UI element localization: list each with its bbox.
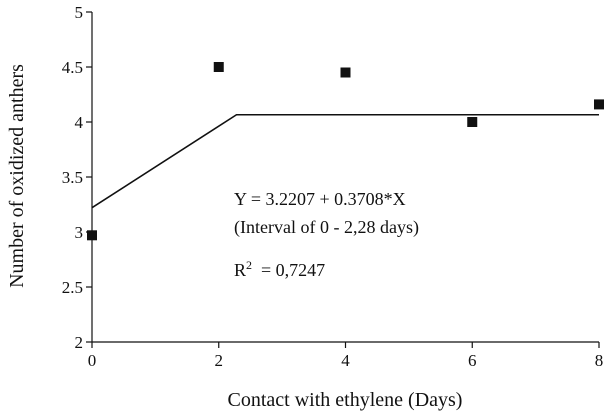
axes	[91, 12, 599, 343]
y-tick-label: 2.5	[62, 278, 83, 297]
y-tick-label: 5	[75, 3, 84, 22]
data-point	[594, 99, 604, 110]
data-point	[340, 67, 351, 78]
r-squared-base: R	[234, 260, 246, 280]
r-squared-annotation: R2 = 0,7247	[234, 258, 325, 280]
r-squared-value: = 0,7247	[252, 260, 325, 280]
y-tick-label: 2	[75, 333, 84, 352]
x-tick-label: 2	[215, 351, 224, 370]
x-axis-title: Contact with ethylene (Days)	[228, 389, 463, 411]
equation-annotation: Y = 3.2207 + 0.3708*X	[234, 189, 406, 209]
data-point	[213, 62, 224, 72]
data-point	[87, 230, 97, 241]
x-tick-label: 8	[595, 351, 604, 370]
y-tick-label: 3	[75, 223, 84, 242]
regression-line	[91, 113, 599, 209]
r-squared-exponent: 2	[246, 258, 252, 272]
regression-line-group	[91, 113, 599, 209]
data-points	[87, 62, 604, 241]
y-tick-label: 4	[75, 113, 84, 132]
ticks: 22.533.544.550 2 4 6 8	[62, 3, 604, 370]
y-axis-title: Number of oxidized anthers	[6, 64, 28, 288]
x-tick-label: 4	[341, 351, 350, 370]
y-tick-label: 4.5	[62, 58, 83, 77]
x-tick-label: 0	[88, 351, 97, 370]
data-point	[467, 117, 478, 127]
interval-annotation: (Interval of 0 - 2,28 days)	[234, 217, 419, 238]
x-tick-label: 6	[468, 351, 477, 370]
y-tick-label: 3.5	[62, 168, 83, 187]
